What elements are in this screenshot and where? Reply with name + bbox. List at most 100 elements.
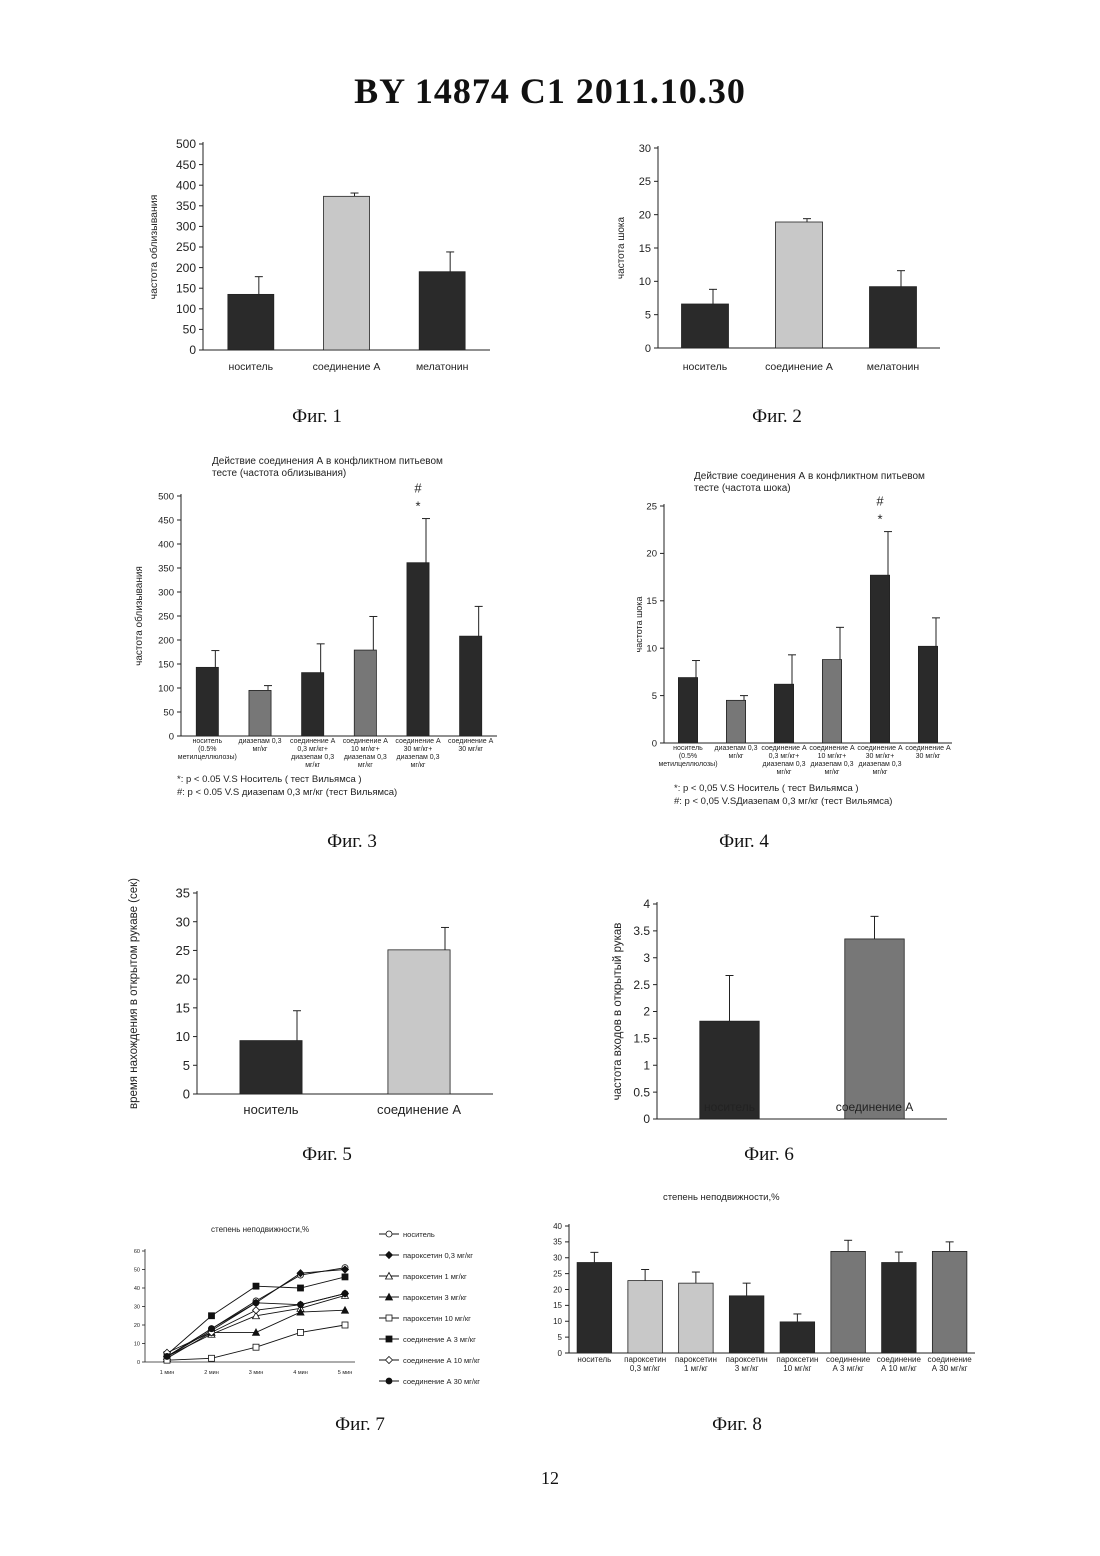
bar	[776, 222, 823, 348]
legend-marker	[386, 1378, 392, 1384]
figure-6-caption: Фиг. 6	[669, 1144, 869, 1166]
bar	[354, 650, 376, 736]
figure-2-caption: Фиг. 2	[677, 406, 877, 428]
y-tick-label: 10	[553, 1317, 562, 1326]
y-tick-label: 300	[158, 587, 174, 598]
footnote: #: p < 0.05 V.S диазепам 0,3 мг/кг (тест…	[177, 787, 397, 798]
bar	[302, 673, 324, 736]
y-tick-label: 200	[158, 635, 174, 646]
bar	[196, 667, 218, 736]
y-tick-label: 350	[158, 563, 174, 574]
x-category-label: соединение А	[905, 745, 951, 752]
y-tick-label: 300	[176, 220, 196, 234]
x-category-label: носитель	[577, 1355, 611, 1364]
y-tick-label: 10	[134, 1342, 140, 1348]
figure-3-caption: Фиг. 3	[252, 831, 452, 853]
bar	[249, 690, 271, 736]
y-tick-label: 5	[652, 691, 657, 702]
bar	[870, 575, 889, 743]
footnote: *: p < 0.05 V.S Носитель ( тест Вильямса…	[177, 774, 362, 785]
x-category-label: диазепам 0,3	[810, 761, 853, 768]
x-category-label: соединение	[826, 1355, 871, 1364]
bar	[726, 700, 745, 743]
figure-8-chart: степень неподвижности,%0510152025303540н…	[535, 1188, 985, 1393]
data-point	[342, 1274, 348, 1280]
y-tick-label: 0	[169, 731, 174, 742]
figure-1-chart: 050100150200250300350400450500частота об…	[125, 130, 525, 390]
data-point	[342, 1291, 348, 1297]
legend-label: пароксетин 1 мг/кг	[403, 1272, 467, 1281]
y-tick-label: 25	[646, 501, 657, 512]
x-category-label: 30 мг/кг+	[866, 753, 895, 760]
x-category-label: соединение А	[343, 738, 389, 745]
y-tick-label: 15	[646, 596, 657, 607]
bar	[679, 1283, 714, 1353]
y-tick-label: 0	[189, 343, 196, 357]
y-tick-label: 5	[183, 1058, 190, 1073]
bar	[831, 1251, 866, 1353]
document-header: BY 14874 C1 2011.10.30	[0, 70, 1100, 112]
x-category-label: соединение	[877, 1355, 922, 1364]
legend-label: соединение А 3 мг/кг	[403, 1335, 476, 1344]
significance-mark: #	[876, 494, 884, 509]
chart-title: тесте (частота шока)	[694, 483, 791, 494]
legend-label: соединение А 10 мг/кг	[403, 1356, 480, 1365]
bar	[460, 636, 482, 736]
bar	[577, 1263, 612, 1353]
x-category-label: носитель	[673, 745, 703, 752]
y-tick-label: 30	[134, 1305, 140, 1311]
y-tick-label: 150	[176, 281, 196, 295]
x-category-label: соединение А	[290, 738, 336, 745]
y-tick-label: 10	[646, 644, 657, 655]
data-point	[209, 1326, 215, 1332]
x-category-label: мелатонин	[416, 361, 469, 373]
y-tick-label: 25	[639, 176, 651, 188]
bar	[774, 684, 793, 743]
x-category-label: мг/кг	[729, 753, 744, 760]
bar	[324, 196, 370, 350]
x-category-label: диазепам 0,3	[291, 754, 334, 761]
x-category-label: А 3 мг/кг	[832, 1364, 863, 1373]
x-category-label: диазепам 0,3	[762, 761, 805, 768]
y-tick-label: 150	[158, 659, 174, 670]
legend-label: пароксетин 0,3 мг/кг	[403, 1251, 473, 1260]
y-tick-label: 450	[158, 515, 174, 526]
x-tick-label: 2 мин	[204, 1370, 218, 1376]
significance-mark: *	[415, 499, 420, 514]
x-category-label: носитель	[192, 738, 222, 745]
figure-7-chart: степень неподвижности,%01020304050601 ми…	[125, 1220, 525, 1390]
figure-1-caption: Фиг. 1	[217, 406, 417, 428]
figure-2-chart: 051015202530частота шоканосительсоединен…	[600, 130, 960, 390]
y-tick-label: 5	[558, 1333, 563, 1342]
x-tick-label: 4 мин	[293, 1370, 307, 1376]
y-tick-label: 2.5	[633, 978, 650, 992]
bar	[870, 287, 917, 348]
y-tick-label: 500	[176, 137, 196, 151]
y-tick-label: 15	[639, 243, 651, 255]
x-category-label: мг/кг	[777, 769, 792, 776]
chart-title: степень неподвижности,%	[211, 1225, 309, 1234]
y-tick-label: 1	[643, 1058, 650, 1072]
x-tick-label: 1 мин	[160, 1370, 174, 1376]
figure-5-caption: Фиг. 5	[227, 1144, 427, 1166]
x-category-label: мг/кг	[411, 762, 426, 769]
y-tick-label: 35	[553, 1238, 562, 1247]
y-tick-label: 60	[134, 1249, 140, 1255]
y-tick-label: 500	[158, 491, 174, 502]
data-point	[253, 1344, 259, 1350]
bar	[240, 1041, 302, 1094]
x-category-label: 10 мг/кг+	[351, 746, 380, 753]
x-category-label: соединение А	[761, 745, 807, 752]
legend-marker	[386, 1336, 392, 1342]
x-category-label: мг/кг	[873, 769, 888, 776]
footnote: #: p < 0,05 V.SДиазепам 0,3 мг/кг (тест …	[674, 796, 892, 807]
x-category-label: мг/кг	[825, 769, 840, 776]
bar	[822, 660, 841, 743]
bar	[780, 1322, 815, 1353]
y-tick-label: 50	[134, 1268, 140, 1274]
x-category-label: диазепам 0,3	[858, 761, 901, 768]
y-tick-label: 15	[176, 1000, 190, 1015]
x-category-label: А 10 мг/кг	[881, 1364, 917, 1373]
x-category-label: носитель	[243, 1102, 298, 1117]
legend-marker	[386, 1315, 392, 1321]
